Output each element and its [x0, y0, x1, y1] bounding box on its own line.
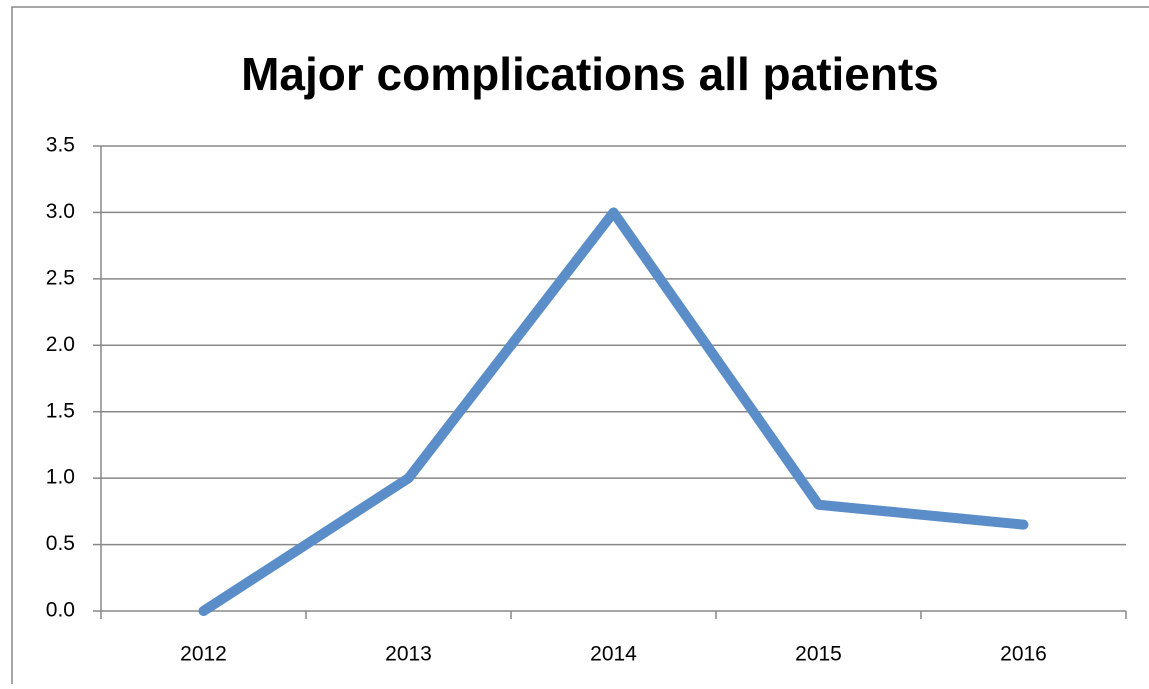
x-tick-label: 2012 — [180, 643, 227, 666]
chart-title: Major complications all patients — [241, 48, 939, 100]
y-tick-label: 0.0 — [46, 599, 75, 622]
y-tick-label: 2.5 — [46, 266, 75, 289]
y-tick-label: 2.0 — [46, 333, 75, 356]
x-tick-label: 2013 — [385, 643, 432, 666]
y-tick-label: 1.0 — [46, 466, 75, 489]
x-tick-label: 2016 — [1000, 643, 1047, 666]
data-line — [198, 207, 1029, 616]
y-tick-label: 0.5 — [46, 532, 75, 555]
y-tick-label: 3.0 — [46, 200, 75, 223]
x-tick-label: 2015 — [795, 643, 842, 666]
chart-border — [11, 6, 1149, 689]
x-tick-label: 2014 — [590, 643, 637, 666]
y-tick-label: 1.5 — [46, 399, 75, 422]
y-tick-label: 3.5 — [46, 134, 75, 157]
